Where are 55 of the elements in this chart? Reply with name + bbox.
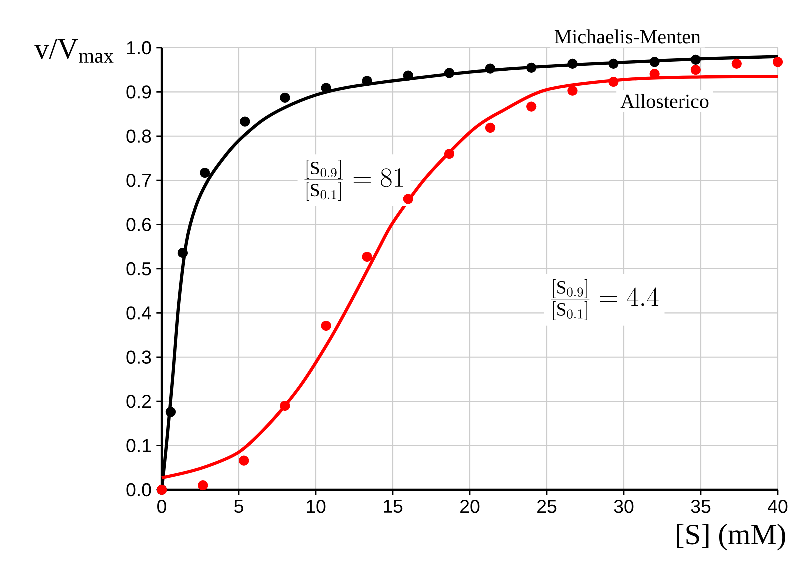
point (608, 76, 619, 88)
series-label: Allosterico (620, 94, 709, 108)
point (200, 168, 210, 178)
y-tick-label: 0.6 (126, 218, 152, 232)
y-tick-label: 1.0 (127, 41, 152, 55)
x-tick-label: 25 (538, 500, 557, 514)
x-tick-label: 0 (158, 500, 166, 514)
point (526, 102, 537, 112)
y-axis-title: v/V$_{max}$ (34, 39, 114, 64)
point (362, 252, 372, 262)
x-tick-label: 15 (384, 500, 403, 514)
point (444, 149, 455, 160)
point (526, 62, 537, 73)
point (772, 57, 784, 68)
x-axis-title: [S] (mM) (677, 524, 786, 551)
point (690, 54, 701, 65)
point (568, 58, 578, 69)
y-tick-label: 0.2 (126, 394, 152, 408)
point (690, 65, 701, 76)
y-tick-label: 0.0 (126, 483, 152, 497)
point (568, 86, 578, 96)
y-tick-label: 0.9 (126, 86, 152, 99)
x-tick-label: 5 (234, 500, 244, 514)
point (650, 57, 660, 68)
x-tick-label: 10 (307, 500, 326, 514)
annotation: $\frac{[\mathrm{S}_{0.9}]}{[\mathrm{S}_{0.1}]} = 4.4$ (551, 279, 659, 321)
y-tick-label: 0.7 (126, 174, 152, 188)
point (362, 76, 372, 86)
point (485, 122, 496, 134)
y-tick-label: 0.1 (126, 439, 152, 452)
y-tick-label: 0.8 (126, 130, 152, 144)
point (280, 92, 290, 104)
annotation: $\frac{[\mathrm{S}_{0.9}]}{[\mathrm{S}_{0.1}]} = 81$ (304, 160, 404, 202)
x-tick-label: 35 (691, 500, 711, 514)
point (403, 70, 414, 81)
y-tick-label: 0.4 (126, 306, 152, 320)
x-tick-label: 20 (460, 500, 480, 514)
point (321, 83, 332, 94)
point (166, 407, 176, 418)
x-tick-label: 30 (614, 500, 634, 514)
point (732, 58, 742, 69)
point (485, 64, 496, 74)
point (403, 194, 414, 204)
point (178, 248, 188, 258)
point (198, 480, 208, 491)
point (280, 400, 290, 412)
point (240, 116, 250, 127)
point (321, 320, 332, 332)
x-tick-label: 40 (768, 500, 788, 514)
point (608, 58, 619, 69)
y-tick-label: 0.5 (126, 262, 152, 276)
series-label: Michaelis-Menten (554, 30, 701, 44)
y-tick-label: 0.3 (126, 350, 152, 364)
point (239, 456, 250, 466)
point (444, 68, 455, 78)
